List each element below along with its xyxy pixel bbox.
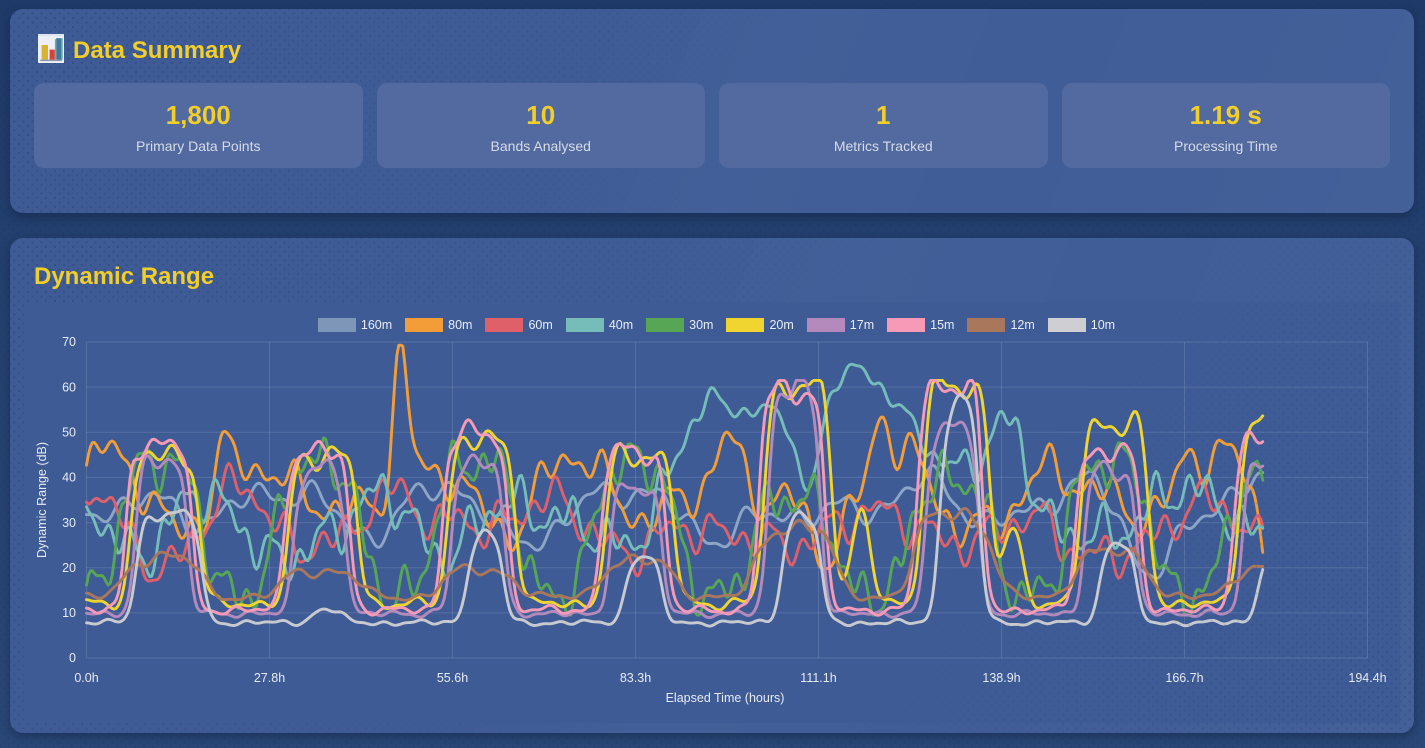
svg-text:30: 30 <box>62 516 76 530</box>
svg-text:138.9h: 138.9h <box>982 671 1020 685</box>
svg-text:0: 0 <box>69 651 76 665</box>
svg-text:20: 20 <box>62 561 76 575</box>
svg-text:111.1h: 111.1h <box>800 671 836 685</box>
svg-text:194.4h: 194.4h <box>1348 671 1386 685</box>
svg-text:40: 40 <box>62 471 76 485</box>
svg-text:0.0h: 0.0h <box>74 671 98 685</box>
svg-text:27.8h: 27.8h <box>254 671 285 685</box>
svg-text:Elapsed Time (hours): Elapsed Time (hours) <box>666 691 785 705</box>
svg-text:60: 60 <box>62 380 76 394</box>
svg-text:70: 70 <box>62 335 76 349</box>
svg-text:10: 10 <box>62 606 76 620</box>
svg-text:50: 50 <box>62 426 76 440</box>
svg-text:83.3h: 83.3h <box>620 671 651 685</box>
svg-text:55.6h: 55.6h <box>437 671 468 685</box>
svg-text:Dynamic Range (dB): Dynamic Range (dB) <box>35 442 49 558</box>
svg-text:166.7h: 166.7h <box>1165 671 1203 685</box>
